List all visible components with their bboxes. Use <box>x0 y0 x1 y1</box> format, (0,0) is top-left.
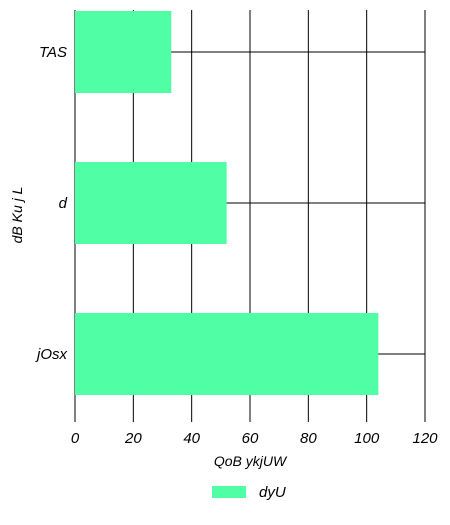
bar-jOsx <box>75 313 378 395</box>
legend-label-dyU: dyU <box>259 484 286 501</box>
legend: dyU <box>212 484 286 501</box>
x-tick-label-120: 120 <box>412 430 438 447</box>
y-axis-label: dB Ku j L <box>9 187 25 244</box>
category-label-TAS: TAS <box>39 44 67 61</box>
bar-d <box>75 162 227 244</box>
x-axis: 0 20 40 60 80 100 120 <box>71 395 438 447</box>
x-tick-label-0: 0 <box>71 430 80 447</box>
x-tick-label-80: 80 <box>300 430 317 447</box>
category-labels: TAS d jOsx <box>35 44 68 363</box>
legend-swatch-dyU <box>212 486 246 498</box>
bar-TAS <box>75 11 171 93</box>
category-label-jOsx: jOsx <box>35 346 68 363</box>
x-axis-label: QoB ykjUW <box>214 453 288 469</box>
x-tick-label-100: 100 <box>354 430 380 447</box>
x-tick-label-40: 40 <box>183 430 200 447</box>
x-tick-label-60: 60 <box>242 430 259 447</box>
category-label-d: d <box>59 195 68 212</box>
x-tick-label-20: 20 <box>124 430 142 447</box>
